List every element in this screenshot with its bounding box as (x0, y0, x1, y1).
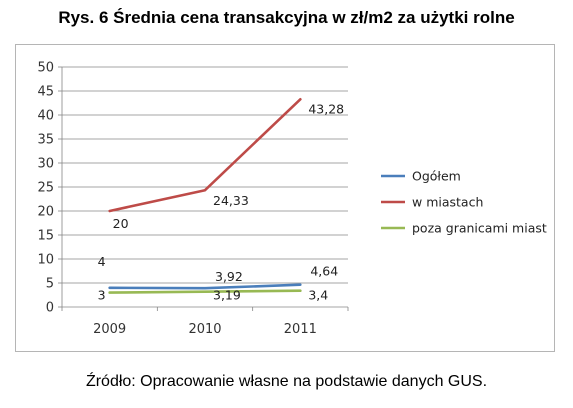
x-tick-label-2010: 2010 (188, 322, 221, 337)
series-line-1 (108, 97, 302, 213)
data-label: 43,28 (308, 101, 344, 116)
y-tick-label: 0 (46, 301, 54, 316)
y-tick-label: 10 (37, 253, 54, 268)
data-labels: 4 3,92 4,64 20 24,33 43,28 3 3,19 3,4 (98, 101, 344, 302)
y-axis-ticks: 0 5 10 15 20 25 30 35 40 45 50 (37, 61, 62, 316)
x-tick-label-2011: 2011 (284, 322, 317, 337)
legend: Ogółem w miastach poza granicami miast (381, 169, 547, 236)
y-tick-label: 45 (37, 85, 54, 100)
legend-label-2: poza granicami miast (412, 221, 547, 236)
gridlines (62, 66, 348, 284)
data-label: 3,19 (213, 288, 241, 303)
data-label: 3,92 (215, 269, 243, 284)
legend-label-1: w miastach (412, 195, 483, 210)
data-label: 20 (113, 216, 129, 231)
x-axis-ticks: 2009 2010 2011 (61, 307, 349, 337)
y-tick-label: 15 (37, 229, 54, 244)
y-tick-label: 30 (37, 157, 54, 172)
data-label: 4 (98, 254, 106, 269)
y-tick-label: 20 (37, 205, 54, 220)
y-tick-label: 50 (37, 61, 54, 76)
data-label: 3,4 (308, 288, 328, 303)
series-line-0 (108, 283, 302, 290)
series-lines (108, 97, 302, 294)
data-label: 4,64 (310, 264, 338, 279)
y-tick-label: 35 (37, 133, 54, 148)
x-tick-label-2009: 2009 (93, 322, 126, 337)
y-tick-label: 40 (37, 109, 54, 124)
source-note: Źródło: Opracowanie własne na podstawie … (85, 373, 488, 390)
chart-title: Rys. 6 Średnia cena transakcyjna w zł/m2… (58, 8, 515, 27)
y-tick-label: 5 (46, 277, 54, 292)
data-label: 3 (98, 288, 106, 303)
chart-frame (15, 44, 555, 352)
data-label: 24,33 (213, 193, 249, 208)
legend-label-0: Ogółem (412, 169, 461, 184)
y-tick-label: 25 (37, 181, 54, 196)
series-line-2 (108, 289, 302, 294)
